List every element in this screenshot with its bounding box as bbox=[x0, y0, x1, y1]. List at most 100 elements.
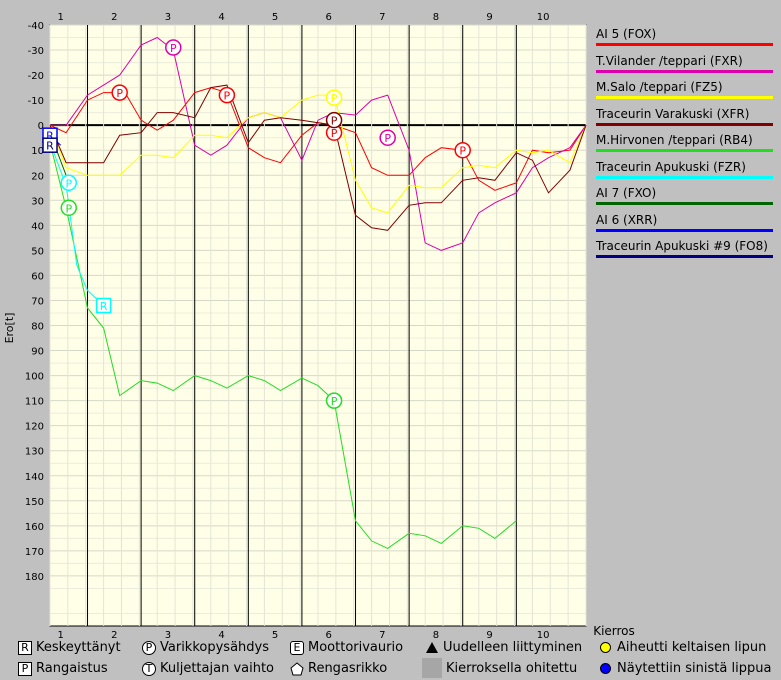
marker-glyph: P bbox=[331, 92, 338, 105]
legend-item-label: Traceurin Apukuski (FZR) bbox=[596, 159, 746, 174]
series-line-2 bbox=[49, 94, 587, 214]
marker-pitstop bbox=[60, 199, 78, 217]
legend-item-swatch bbox=[596, 228, 773, 232]
marker-pitstop bbox=[60, 174, 78, 192]
lap-label-bottom: 8 bbox=[433, 630, 439, 638]
driver-change-icon: T bbox=[142, 661, 156, 676]
legend-pitstop-label: Varikkopysähdys bbox=[160, 640, 269, 655]
legend-rejoin: Uudelleen liittyminen bbox=[424, 640, 582, 655]
legend-item-label: AI 7 (FXO) bbox=[596, 186, 657, 200]
legend-driver-change: T Kuljettajan vaihto bbox=[142, 661, 274, 676]
marker-glyph: P bbox=[459, 145, 466, 158]
legend-tyre: Rengasrikko bbox=[290, 661, 387, 676]
legend-item: M.Salo /teppari (FZ5) bbox=[590, 76, 781, 103]
series-line-1 bbox=[50, 36, 587, 251]
legend-item: AI 7 (FXO) bbox=[590, 182, 781, 209]
marker-pitstop bbox=[325, 392, 343, 409]
lap-label-top: 10 bbox=[537, 12, 550, 23]
y-tick-label: 50 bbox=[31, 246, 44, 257]
series-legend: AI 5 (FOX) T.Vilander /teppari (FXR) M.Sal… bbox=[590, 23, 781, 262]
marker-pitstop bbox=[325, 111, 343, 129]
legend-lapped-label: Kierroksella ohitettu bbox=[446, 660, 578, 676]
lap-label-top: 3 bbox=[165, 12, 171, 23]
lap-label-bottom: 10 bbox=[537, 630, 550, 638]
legend-item-label: M.Hirvonen /teppari (RB4) bbox=[596, 133, 753, 147]
marker-glyph: P bbox=[384, 132, 391, 145]
y-tick-label: 140 bbox=[25, 472, 44, 483]
lap-label-bottom: 4 bbox=[218, 630, 224, 638]
legend-item-swatch bbox=[596, 69, 773, 73]
legend-rejoin-label: Uudelleen liittyminen bbox=[443, 640, 583, 655]
legend-item-swatch bbox=[596, 175, 773, 179]
legend-item-swatch bbox=[596, 43, 773, 46]
legend-item-swatch bbox=[596, 255, 773, 258]
legend-penalty: P Rangaistus bbox=[18, 661, 108, 676]
legend-item: M.Hirvonen /teppari (RB4) bbox=[590, 129, 781, 156]
lap-label-bottom: 6 bbox=[326, 630, 332, 638]
marker-glyph: P bbox=[65, 202, 72, 215]
race-gap-chart: -40-30-20-100102030405060708090100110120… bbox=[3, 12, 635, 638]
lap-label-top: 1 bbox=[58, 12, 64, 23]
marker-pitstop bbox=[454, 141, 471, 159]
legend-item-label: AI 5 (FOX) bbox=[596, 27, 657, 41]
yellow-flag-icon bbox=[600, 642, 611, 653]
marker-retired bbox=[95, 297, 112, 314]
legend-yellow-flag: Aiheutti keltaisen lipun bbox=[598, 640, 766, 655]
lap-label-bottom: 2 bbox=[111, 630, 117, 638]
y-tick-label: 160 bbox=[25, 522, 44, 533]
y-tick-label: 70 bbox=[31, 296, 44, 307]
lap-label-top: 2 bbox=[111, 12, 117, 23]
marker-pitstop bbox=[218, 86, 236, 104]
lap-label-bottom: 3 bbox=[165, 630, 171, 638]
marker-glyph: P bbox=[331, 395, 338, 408]
legend-item-label: M.Salo /teppari (FZ5) bbox=[596, 80, 723, 94]
legend-item: Traceurin Apukuski #9 (FO8) bbox=[590, 235, 781, 262]
lap-label-bottom: 9 bbox=[486, 630, 492, 638]
marker-glyph: R bbox=[46, 130, 54, 143]
legend-item: T.Vilander /teppari (FXR) bbox=[590, 50, 781, 77]
legend-retired: R Keskeyttänyt bbox=[18, 640, 121, 655]
blue-flag-icon bbox=[600, 663, 611, 674]
legend-engine-label: Moottorivaurio bbox=[308, 640, 404, 655]
y-tick-label: 80 bbox=[31, 322, 44, 333]
marker-pitstop bbox=[325, 89, 343, 106]
tyre-puncture-icon bbox=[290, 661, 304, 675]
lap-label-top: 9 bbox=[486, 12, 492, 23]
legend-driver-change-label: Kuljettajan vaihto bbox=[160, 661, 275, 676]
retired-icon: R bbox=[18, 640, 32, 655]
legend-item-label: Traceurin Varakuski (XFR) bbox=[596, 106, 750, 121]
legend-pitstop: P Varikkopysähdys bbox=[142, 640, 269, 655]
y-tick-label: 110 bbox=[25, 397, 44, 408]
marker-glyph: R bbox=[46, 140, 54, 153]
y-axis-label: Ero[t] bbox=[3, 313, 16, 344]
lap-label-top: 4 bbox=[218, 12, 224, 23]
marker-glyph: R bbox=[100, 300, 108, 313]
legend-item-swatch bbox=[596, 96, 773, 99]
y-tick-label: 0 bbox=[38, 121, 44, 132]
y-tick-label: 90 bbox=[31, 347, 44, 358]
legend-item: AI 5 (FOX) bbox=[590, 23, 781, 50]
legend-engine: E Moottorivaurio bbox=[290, 640, 403, 655]
legend-blue-label: Näytettiin sinistä lippua bbox=[617, 661, 772, 676]
legend-item-label: AI 6 (XRR) bbox=[596, 212, 658, 227]
y-tick-label: 10 bbox=[31, 146, 44, 157]
series-line-3 bbox=[49, 84, 587, 231]
y-tick-label: -20 bbox=[28, 71, 44, 82]
y-tick-label: 60 bbox=[31, 271, 44, 282]
lap-label-top: 7 bbox=[379, 12, 385, 23]
lapped-icon bbox=[422, 658, 442, 678]
lap-label-top: 5 bbox=[272, 12, 278, 23]
rejoin-icon bbox=[426, 642, 438, 653]
marker-pitstop bbox=[111, 84, 128, 101]
legend-yellow-label: Aiheutti keltaisen lipun bbox=[617, 640, 767, 655]
legend-blue-flag: Näytettiin sinistä lippua bbox=[598, 661, 771, 676]
legend-penalty-label: Rangaistus bbox=[36, 661, 108, 676]
marker-pitstop bbox=[165, 39, 182, 56]
legend-item: Traceurin Apukuski (FZR) bbox=[590, 156, 781, 183]
legend-item-label: Traceurin Apukuski #9 (FO8) bbox=[596, 239, 768, 253]
x-axis-label: Kierros bbox=[593, 624, 635, 638]
marker-glyph: P bbox=[116, 87, 123, 100]
y-tick-label: 20 bbox=[31, 171, 44, 182]
legend-item: AI 6 (XRR) bbox=[590, 209, 781, 236]
y-tick-label: -10 bbox=[28, 96, 44, 107]
